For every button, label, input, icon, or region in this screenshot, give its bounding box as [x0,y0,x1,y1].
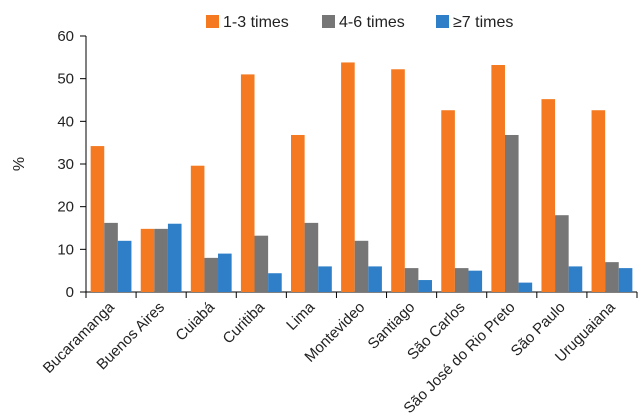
bar [167,223,182,292]
bar [154,228,168,292]
bar [404,268,419,292]
legend-label: 4-6 times [339,14,405,31]
bar [391,69,405,292]
bar [268,273,282,292]
x-tick-label: Cuiabá [172,298,218,344]
legend-label: 1-3 times [223,14,289,31]
bar [591,110,606,293]
bar [90,146,105,292]
bar [568,266,583,292]
bar [354,240,369,292]
bar [418,280,432,292]
legend-label: ≥7 times [453,14,513,31]
y-tick-label: 40 [57,113,74,130]
bar [117,240,132,292]
bar [218,253,232,292]
bar [555,215,569,292]
bar [541,99,556,292]
bar [190,165,205,292]
y-tick-label: 0 [66,284,74,301]
bar [491,65,505,292]
y-axis: 0 10 20 30 40 50 60 [57,28,87,301]
bar [104,222,118,292]
legend-swatch [206,15,219,28]
y-tick-label: 10 [57,241,74,258]
bar [318,266,332,292]
bar [618,268,633,292]
bar [254,235,269,292]
bar [368,266,382,292]
bar [304,222,319,292]
bar [240,74,255,293]
bars [90,62,633,293]
y-tick-label: 60 [57,28,74,45]
bar [341,62,355,292]
x-tick-label: Curitiba [220,298,269,347]
legend-swatch [436,15,449,28]
bar [454,268,469,292]
bar [504,134,519,292]
y-tick-label: 20 [57,199,74,216]
bar [468,270,483,292]
y-axis-label: % [11,157,28,171]
bar [204,257,219,292]
x-tick-label: Lima [283,298,318,333]
y-tick-label: 30 [57,156,74,173]
bar [605,262,619,292]
legend-swatch [322,15,335,28]
bar [518,282,533,292]
y-tick-label: 50 [57,71,74,88]
legend: 1-3 times 4-6 times ≥7 times [206,14,513,31]
bar [441,110,455,293]
bar [140,228,155,292]
bar [291,134,305,292]
